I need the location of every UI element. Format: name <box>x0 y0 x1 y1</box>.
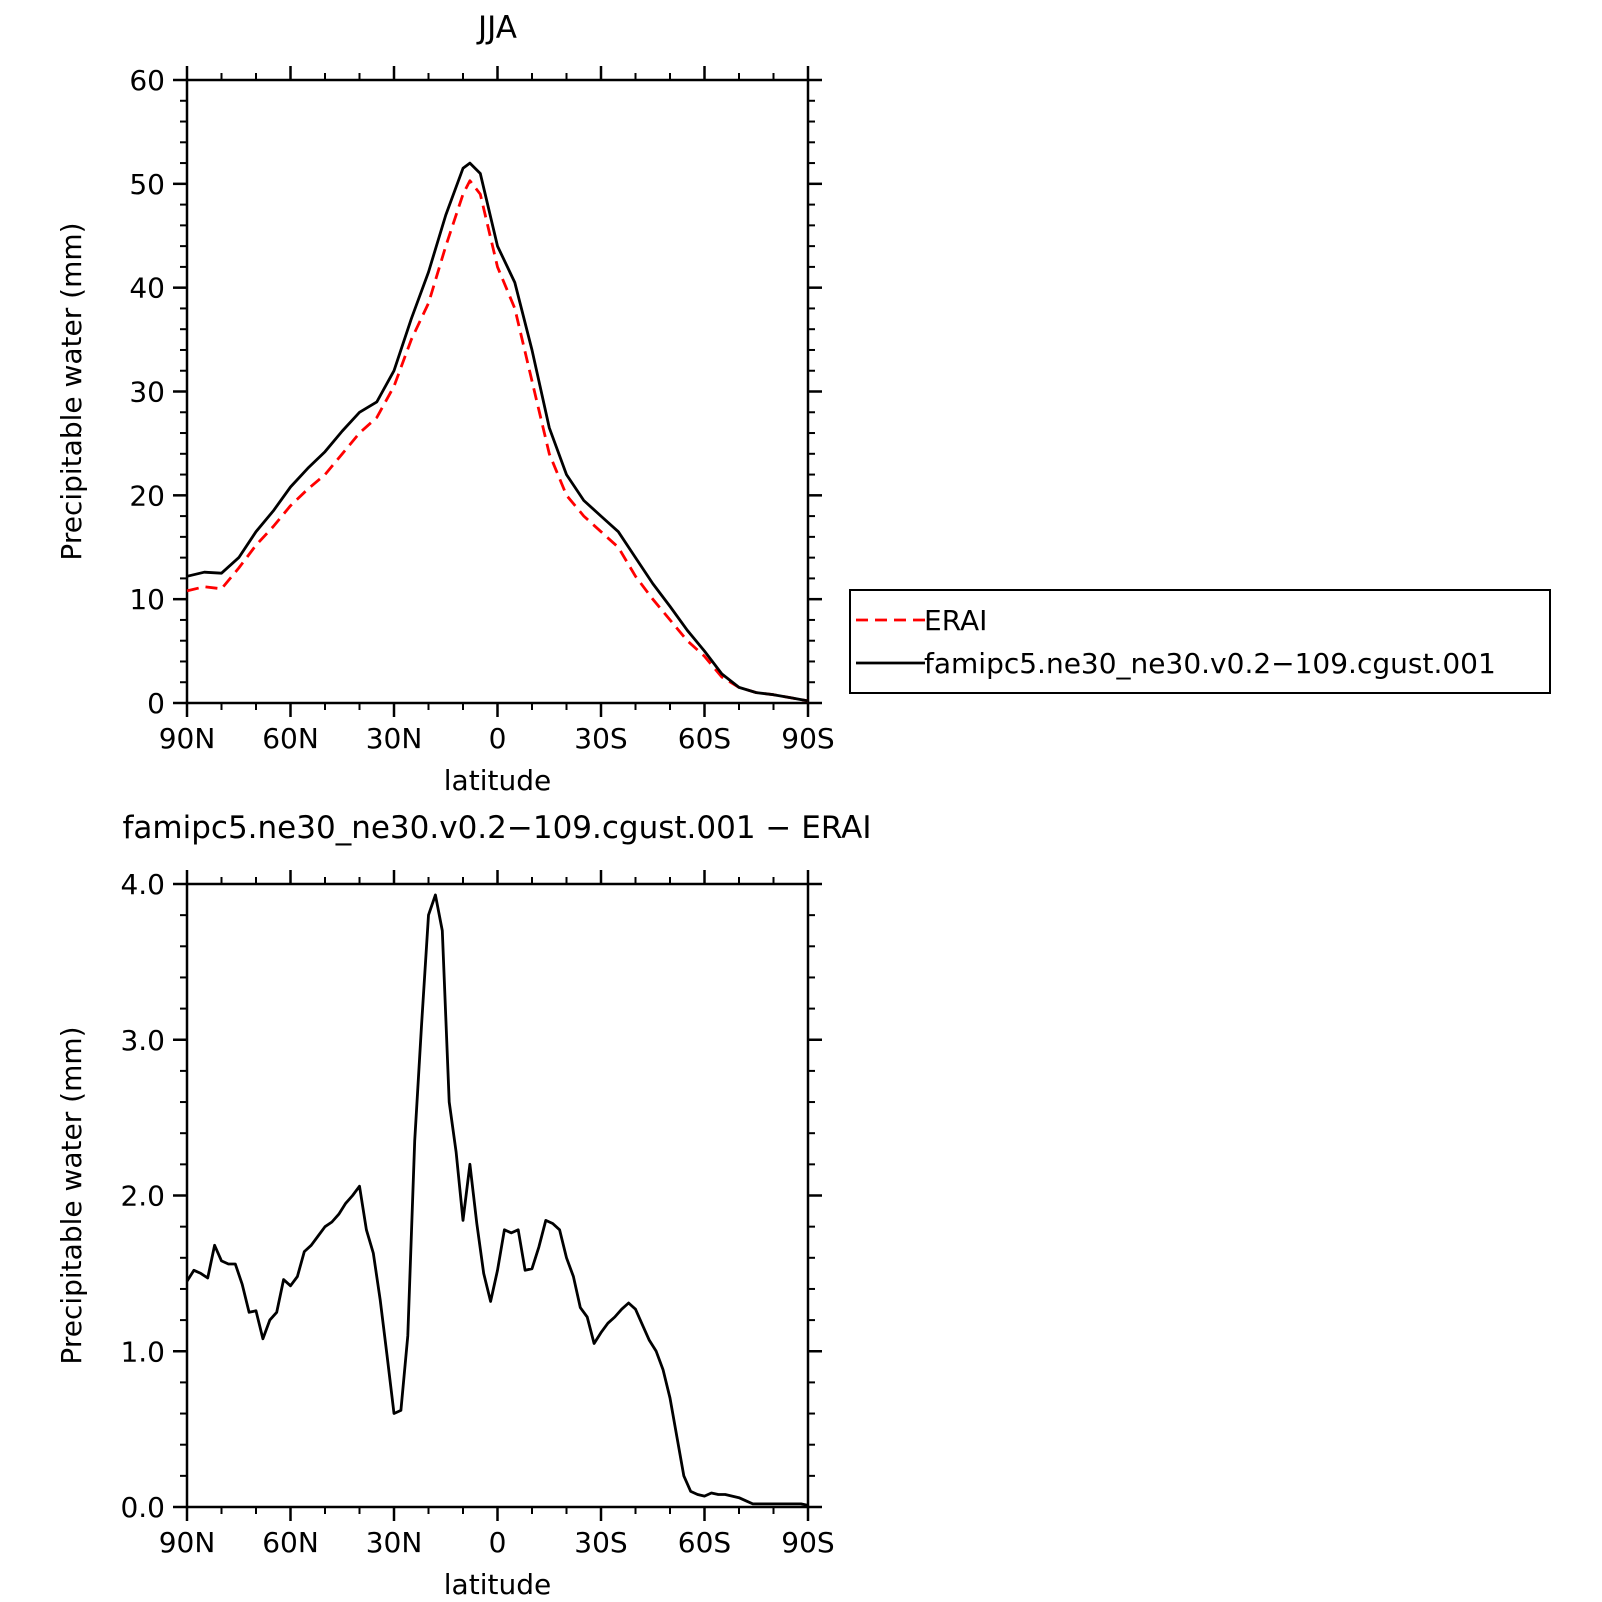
y-tick-label: 3.0 <box>120 1024 165 1057</box>
series-line-difference <box>185 893 809 1507</box>
x-axis-label: latitude <box>444 1568 551 1601</box>
x-tick-label: 30S <box>574 1526 627 1559</box>
x-tick-label: 90S <box>781 722 834 755</box>
y-tick-label: 50 <box>129 168 165 201</box>
x-tick-label: 90N <box>159 1526 216 1559</box>
y-tick-label: 0.0 <box>120 1491 165 1524</box>
plot-title: JJA <box>476 10 517 46</box>
x-tick-label: 90S <box>781 1526 834 1559</box>
series-line-famipc5-ne30-ne30-v0-2-109-cgust-001 <box>186 161 809 703</box>
y-tick-label: 2.0 <box>120 1180 165 1213</box>
difference-panel: famipc5.ne30_ne30.v0.2−109.cgust.001 − E… <box>55 810 871 1601</box>
y-axis-label: Precipitable water (mm) <box>55 1026 88 1364</box>
x-tick-label: 0 <box>489 1526 507 1559</box>
y-tick-label: 30 <box>129 376 165 409</box>
x-tick-label: 30S <box>574 722 627 755</box>
plot-title: famipc5.ne30_ne30.v0.2−109.cgust.001 − E… <box>123 810 872 846</box>
legend-label: ERAI <box>924 604 987 637</box>
y-tick-label: 0 <box>147 687 165 720</box>
jja-panel: JJA 90N 60N 30N 0 30S 60S 90S 0 10 20 30 40 50 60 latit… <box>55 10 835 797</box>
y-tick-label: 4.0 <box>120 868 165 901</box>
x-axis-label: latitude <box>444 764 551 797</box>
y-axis-label: Precipitable water (mm) <box>55 222 88 560</box>
x-tick-label: 60S <box>678 1526 731 1559</box>
plot-frame <box>185 882 810 1509</box>
legend-box <box>849 589 1551 694</box>
y-tick-label: 40 <box>129 272 165 305</box>
y-tick-label: 1.0 <box>120 1335 165 1368</box>
x-tick-label: 30N <box>366 722 423 755</box>
y-tick-label: 20 <box>129 479 165 512</box>
x-tick-label: 30N <box>366 1526 423 1559</box>
x-tick-label: 0 <box>489 722 507 755</box>
y-tick-label: 60 <box>129 64 165 97</box>
x-tick-label: 90N <box>159 722 216 755</box>
x-tick-label: 60N <box>262 722 319 755</box>
x-tick-label: 60S <box>678 722 731 755</box>
legend: ERAI famipc5.ne30_ne30.v0.2−109.cgust.001 <box>849 589 1551 694</box>
y-tick-label: 10 <box>129 583 165 616</box>
series-line-erai <box>186 179 809 703</box>
x-tick-label: 60N <box>262 1526 319 1559</box>
legend-label: famipc5.ne30_ne30.v0.2−109.cgust.001 <box>924 647 1496 680</box>
plot-frame <box>185 78 810 705</box>
